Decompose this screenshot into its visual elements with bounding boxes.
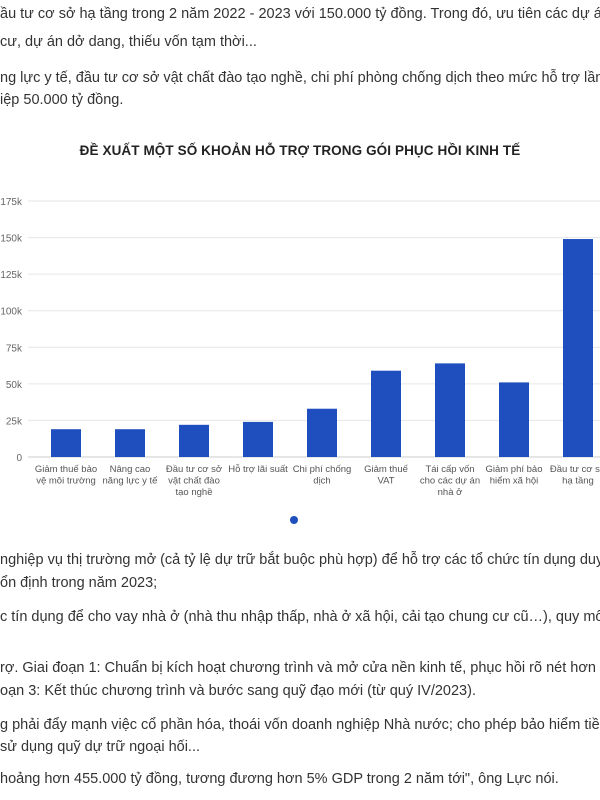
paragraph-line: ổn định trong năm 2023; bbox=[0, 575, 158, 591]
y-tick-label: 0 bbox=[16, 453, 22, 464]
y-tick-label: 125k bbox=[0, 270, 23, 281]
bar bbox=[435, 363, 465, 457]
paragraph-line: c tín dụng để cho vay nhà ở (nhà thu nhậ… bbox=[0, 609, 600, 625]
y-tick-label: 25k bbox=[6, 416, 23, 427]
bar bbox=[115, 429, 145, 457]
bar bbox=[371, 370, 401, 457]
paragraph-line: iệp 50.000 tỷ đồng. bbox=[0, 92, 124, 108]
bar bbox=[307, 408, 337, 457]
y-tick-label: 150k bbox=[0, 234, 23, 245]
bar bbox=[563, 239, 593, 457]
carousel-dot[interactable] bbox=[290, 516, 298, 524]
paragraph-line: oạn 3: Kết thúc chương trình và bước san… bbox=[0, 683, 476, 699]
paragraph-line: g phải đẩy mạnh việc cổ phần hóa, thoái … bbox=[0, 717, 600, 733]
bar bbox=[499, 382, 529, 457]
chart-container bbox=[0, 128, 600, 550]
chart-title: ĐỀ XUẤT MỘT SỐ KHOẢN HỖ TRỢ TRONG GÓI PH… bbox=[79, 143, 521, 158]
y-tick-label: 100k bbox=[0, 307, 23, 318]
y-tick-label: 175k bbox=[0, 197, 23, 208]
bar bbox=[51, 429, 81, 457]
y-tick-label: 50k bbox=[6, 380, 23, 391]
x-tick-label: Tái cấp vốn cho các dự án nhà ở bbox=[420, 464, 480, 498]
paragraph-line: rợ. Giai đoạn 1: Chuẩn bị kích hoạt chươ… bbox=[0, 660, 600, 676]
y-tick-label: 75k bbox=[6, 343, 23, 354]
x-tick-label: Chi phí chống dịch bbox=[293, 464, 352, 487]
paragraph-line: ầu tư cơ sở hạ tầng trong 2 năm 2022 - 2… bbox=[0, 6, 600, 22]
paragraph-line: ng lực y tế, đầu tư cơ sở vật chất đào t… bbox=[0, 70, 600, 86]
bar-chart: 0 25k 50k 75k 100k 125k 150k 175k Giảm thuế bảo v… bbox=[0, 197, 600, 498]
paragraph-line: sử dụng quỹ dự trữ ngoại hối... bbox=[0, 739, 201, 755]
bar bbox=[179, 424, 209, 457]
paragraph-line: hoảng hơn 455.000 tỷ đồng, tương đương h… bbox=[0, 771, 559, 787]
bar bbox=[243, 421, 273, 457]
x-tick-label: Giảm thuế bảo vệ môi trường bbox=[35, 464, 97, 487]
x-tick-label: Nâng cao năng lực y tế bbox=[103, 464, 159, 487]
x-tick-label: Đầu tư cơ sở vật chất đào tạo nghề bbox=[166, 464, 222, 498]
paragraph-line: cư, dự án dở dang, thiếu vốn tạm thời... bbox=[0, 34, 257, 50]
x-tick-label: Giảm thuế VAT bbox=[364, 464, 409, 487]
x-tick-label: Giảm phí bảo hiểm xã hội bbox=[485, 464, 542, 487]
paragraph-line: nghiệp vụ thị trường mở (cả tỷ lệ dự trữ… bbox=[0, 552, 600, 568]
x-tick-label: Hỗ trợ lãi suất bbox=[228, 464, 288, 475]
